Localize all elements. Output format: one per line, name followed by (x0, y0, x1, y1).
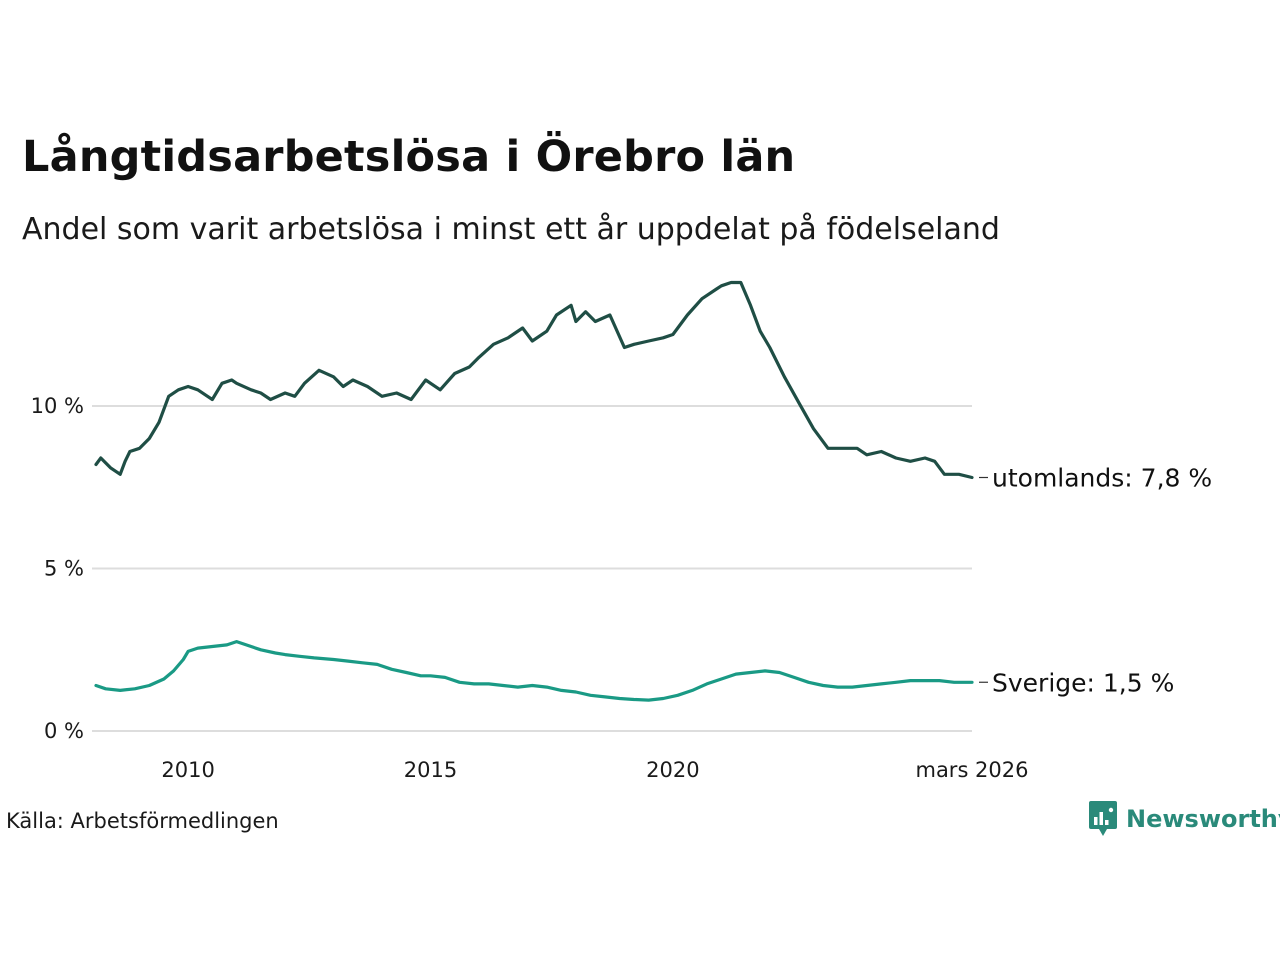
series-line-sverige (94, 639, 974, 702)
end-label-utomlands: utomlands: 7,8 % (992, 464, 1212, 493)
chart-subtitle: Andel som varit arbetslösa i minst ett å… (22, 212, 1000, 247)
x-tick-label: 2010 (161, 758, 214, 782)
series-lines (94, 280, 974, 702)
x-tick-label: 2015 (404, 758, 457, 782)
y-tick-label: 10 % (31, 394, 84, 418)
x-axis: 2010 2015 2020 mars 2026 (161, 758, 1028, 782)
gridlines (92, 405, 972, 732)
newsworthy-logo-icon (1089, 801, 1117, 836)
chart-title: Långtidsarbetslösa i Örebro län (22, 132, 796, 182)
brand-logo[interactable]: Newsworthy (1088, 800, 1280, 838)
x-tick-label: mars 2026 (915, 758, 1028, 782)
source-note: Källa: Arbetsförmedlingen (6, 809, 279, 833)
x-tick-label: 2020 (646, 758, 699, 782)
end-label-sverige: Sverige: 1,5 % (992, 668, 1174, 697)
brand-name: Newsworthy (1126, 805, 1280, 833)
y-tick-label: 0 % (44, 719, 84, 743)
y-tick-label: 5 % (44, 557, 84, 581)
end-labels: utomlands: 7,8 % Sverige: 1,5 % (979, 464, 1212, 697)
series-line-utomlands (94, 280, 974, 480)
y-axis: 0 % 5 % 10 % (31, 394, 84, 743)
